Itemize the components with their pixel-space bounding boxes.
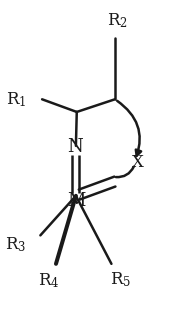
Text: $\mathregular{R_5}$: $\mathregular{R_5}$: [110, 270, 131, 289]
Text: $\mathregular{R_1}$: $\mathregular{R_1}$: [6, 90, 27, 109]
Text: $\mathregular{R_2}$: $\mathregular{R_2}$: [107, 11, 128, 30]
Text: $\mathregular{R_3}$: $\mathregular{R_3}$: [5, 235, 27, 254]
Text: N: N: [67, 138, 83, 156]
Text: M: M: [67, 192, 85, 210]
Text: $\mathregular{R_4}$: $\mathregular{R_4}$: [38, 272, 60, 290]
Text: X: X: [131, 154, 143, 171]
